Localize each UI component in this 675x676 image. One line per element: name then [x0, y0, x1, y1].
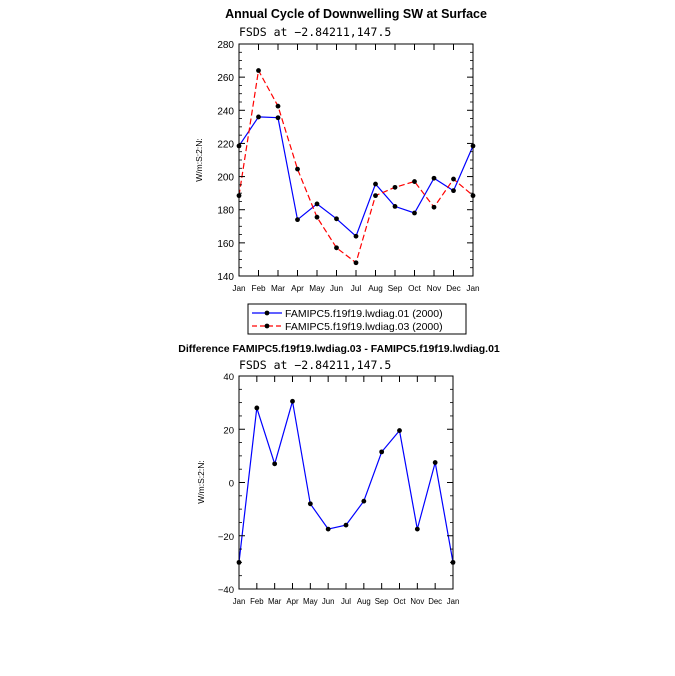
x-tick-label: Mar [268, 597, 282, 606]
data-point [431, 204, 437, 210]
data-point [314, 214, 320, 220]
x-tick-label: Aug [368, 284, 383, 293]
y-tick-label: 0 [229, 479, 234, 490]
data-point [412, 210, 417, 216]
data-point [373, 181, 378, 187]
y-tick-label: −40 [218, 585, 234, 596]
data-point [334, 216, 339, 222]
data-point [295, 217, 300, 223]
series-line-1 [238, 116, 474, 238]
data-point [275, 103, 281, 109]
data-point [432, 460, 438, 465]
legend: FAMIPC5.f19f19.lwdiag.01 (2000) FAMIPC5.… [247, 303, 467, 335]
data-point [373, 193, 378, 199]
chart-subtitle: FSDS at −2.84211,147.5 [239, 358, 391, 372]
y-tick-label: 180 [217, 206, 234, 217]
x-tick-label: Apr [291, 284, 304, 293]
y-tick-label: 20 [223, 425, 234, 436]
data-point [325, 526, 331, 532]
x-tick-label: Dec [446, 284, 461, 293]
chart-title: Annual Cycle of Downwelling SW at Surfac… [225, 7, 487, 21]
y-tick-label: 40 [223, 372, 234, 383]
data-point [290, 398, 295, 404]
x-tick-label: Feb [250, 597, 264, 606]
y-tick-label: 160 [217, 239, 234, 250]
chart-subtitle: FSDS at −2.84211,147.5 [239, 25, 391, 39]
x-tick-label: Jan [447, 597, 460, 606]
x-tick-label: Apr [286, 597, 299, 606]
x-tick-label: Oct [393, 597, 406, 606]
x-tick-label: Sep [388, 284, 403, 293]
plot-frame [238, 43, 474, 277]
y-tick-label: 200 [217, 173, 234, 184]
x-tick-label: Jan [232, 284, 246, 293]
x-tick-label: Jun [330, 284, 344, 293]
x-tick-label: Jan [466, 284, 480, 293]
data-point [343, 522, 349, 528]
data-point [392, 204, 398, 209]
x-tick-label: Jan [233, 597, 246, 606]
y-tick-label: 220 [217, 139, 234, 150]
data-point [431, 175, 437, 181]
x-tick-label: Jul [341, 597, 351, 606]
data-point [353, 233, 359, 239]
x-tick-label: Mar [271, 284, 285, 293]
data-point [256, 114, 261, 120]
data-point [307, 501, 313, 507]
data-point [397, 428, 402, 433]
annual-cycle-chart: Annual Cycle of Downwelling SW at Surfac… [194, 7, 487, 293]
y-axis-label: W/m:S:2:N: [196, 460, 206, 503]
x-tick-label: May [309, 284, 325, 293]
y-tick-label: 260 [217, 73, 234, 84]
legend-marker [264, 323, 270, 329]
x-tick-label: Sep [375, 597, 390, 606]
data-point [272, 461, 278, 467]
y-axis-label: W/m:S:2:N: [194, 138, 204, 181]
data-point [353, 260, 359, 266]
difference-chart: Difference FAMIPC5.f19f19.lwdiag.03 - FA… [178, 343, 500, 606]
data-point [451, 188, 456, 194]
legend-box [247, 303, 467, 335]
x-tick-label: Feb [251, 284, 266, 293]
legend-entry-2: FAMIPC5.f19f19.lwdiag.03 (2000) [285, 321, 443, 333]
x-tick-label: Jul [351, 284, 362, 293]
y-tick-label: 140 [217, 272, 234, 283]
data-point [256, 68, 261, 73]
x-tick-label: Jun [322, 597, 335, 606]
x-tick-label: Dec [428, 597, 442, 606]
data-point [392, 184, 398, 190]
data-point [295, 166, 300, 172]
data-point [275, 115, 281, 121]
x-tick-label: Aug [357, 597, 371, 606]
data-point [451, 176, 456, 182]
y-tick-label: 240 [217, 106, 234, 117]
x-tick-label: Nov [427, 284, 442, 293]
data-point [314, 201, 320, 207]
x-tick-label: May [303, 597, 318, 606]
y-tick-label: −20 [218, 532, 234, 543]
plot-frame [238, 375, 454, 590]
series-line-1 [238, 401, 454, 563]
data-point [414, 526, 420, 532]
legend-marker [264, 310, 270, 316]
data-point [334, 245, 339, 251]
data-point [379, 449, 385, 455]
x-tick-label: Nov [410, 597, 424, 606]
data-point [412, 179, 417, 184]
x-tick-label: Oct [408, 284, 421, 293]
legend-entry-1: FAMIPC5.f19f19.lwdiag.01 (2000) [285, 308, 443, 320]
chart-title: Difference FAMIPC5.f19f19.lwdiag.03 - FA… [178, 343, 500, 355]
data-point [254, 405, 260, 411]
data-point [361, 498, 367, 504]
y-tick-label: 280 [217, 40, 234, 51]
